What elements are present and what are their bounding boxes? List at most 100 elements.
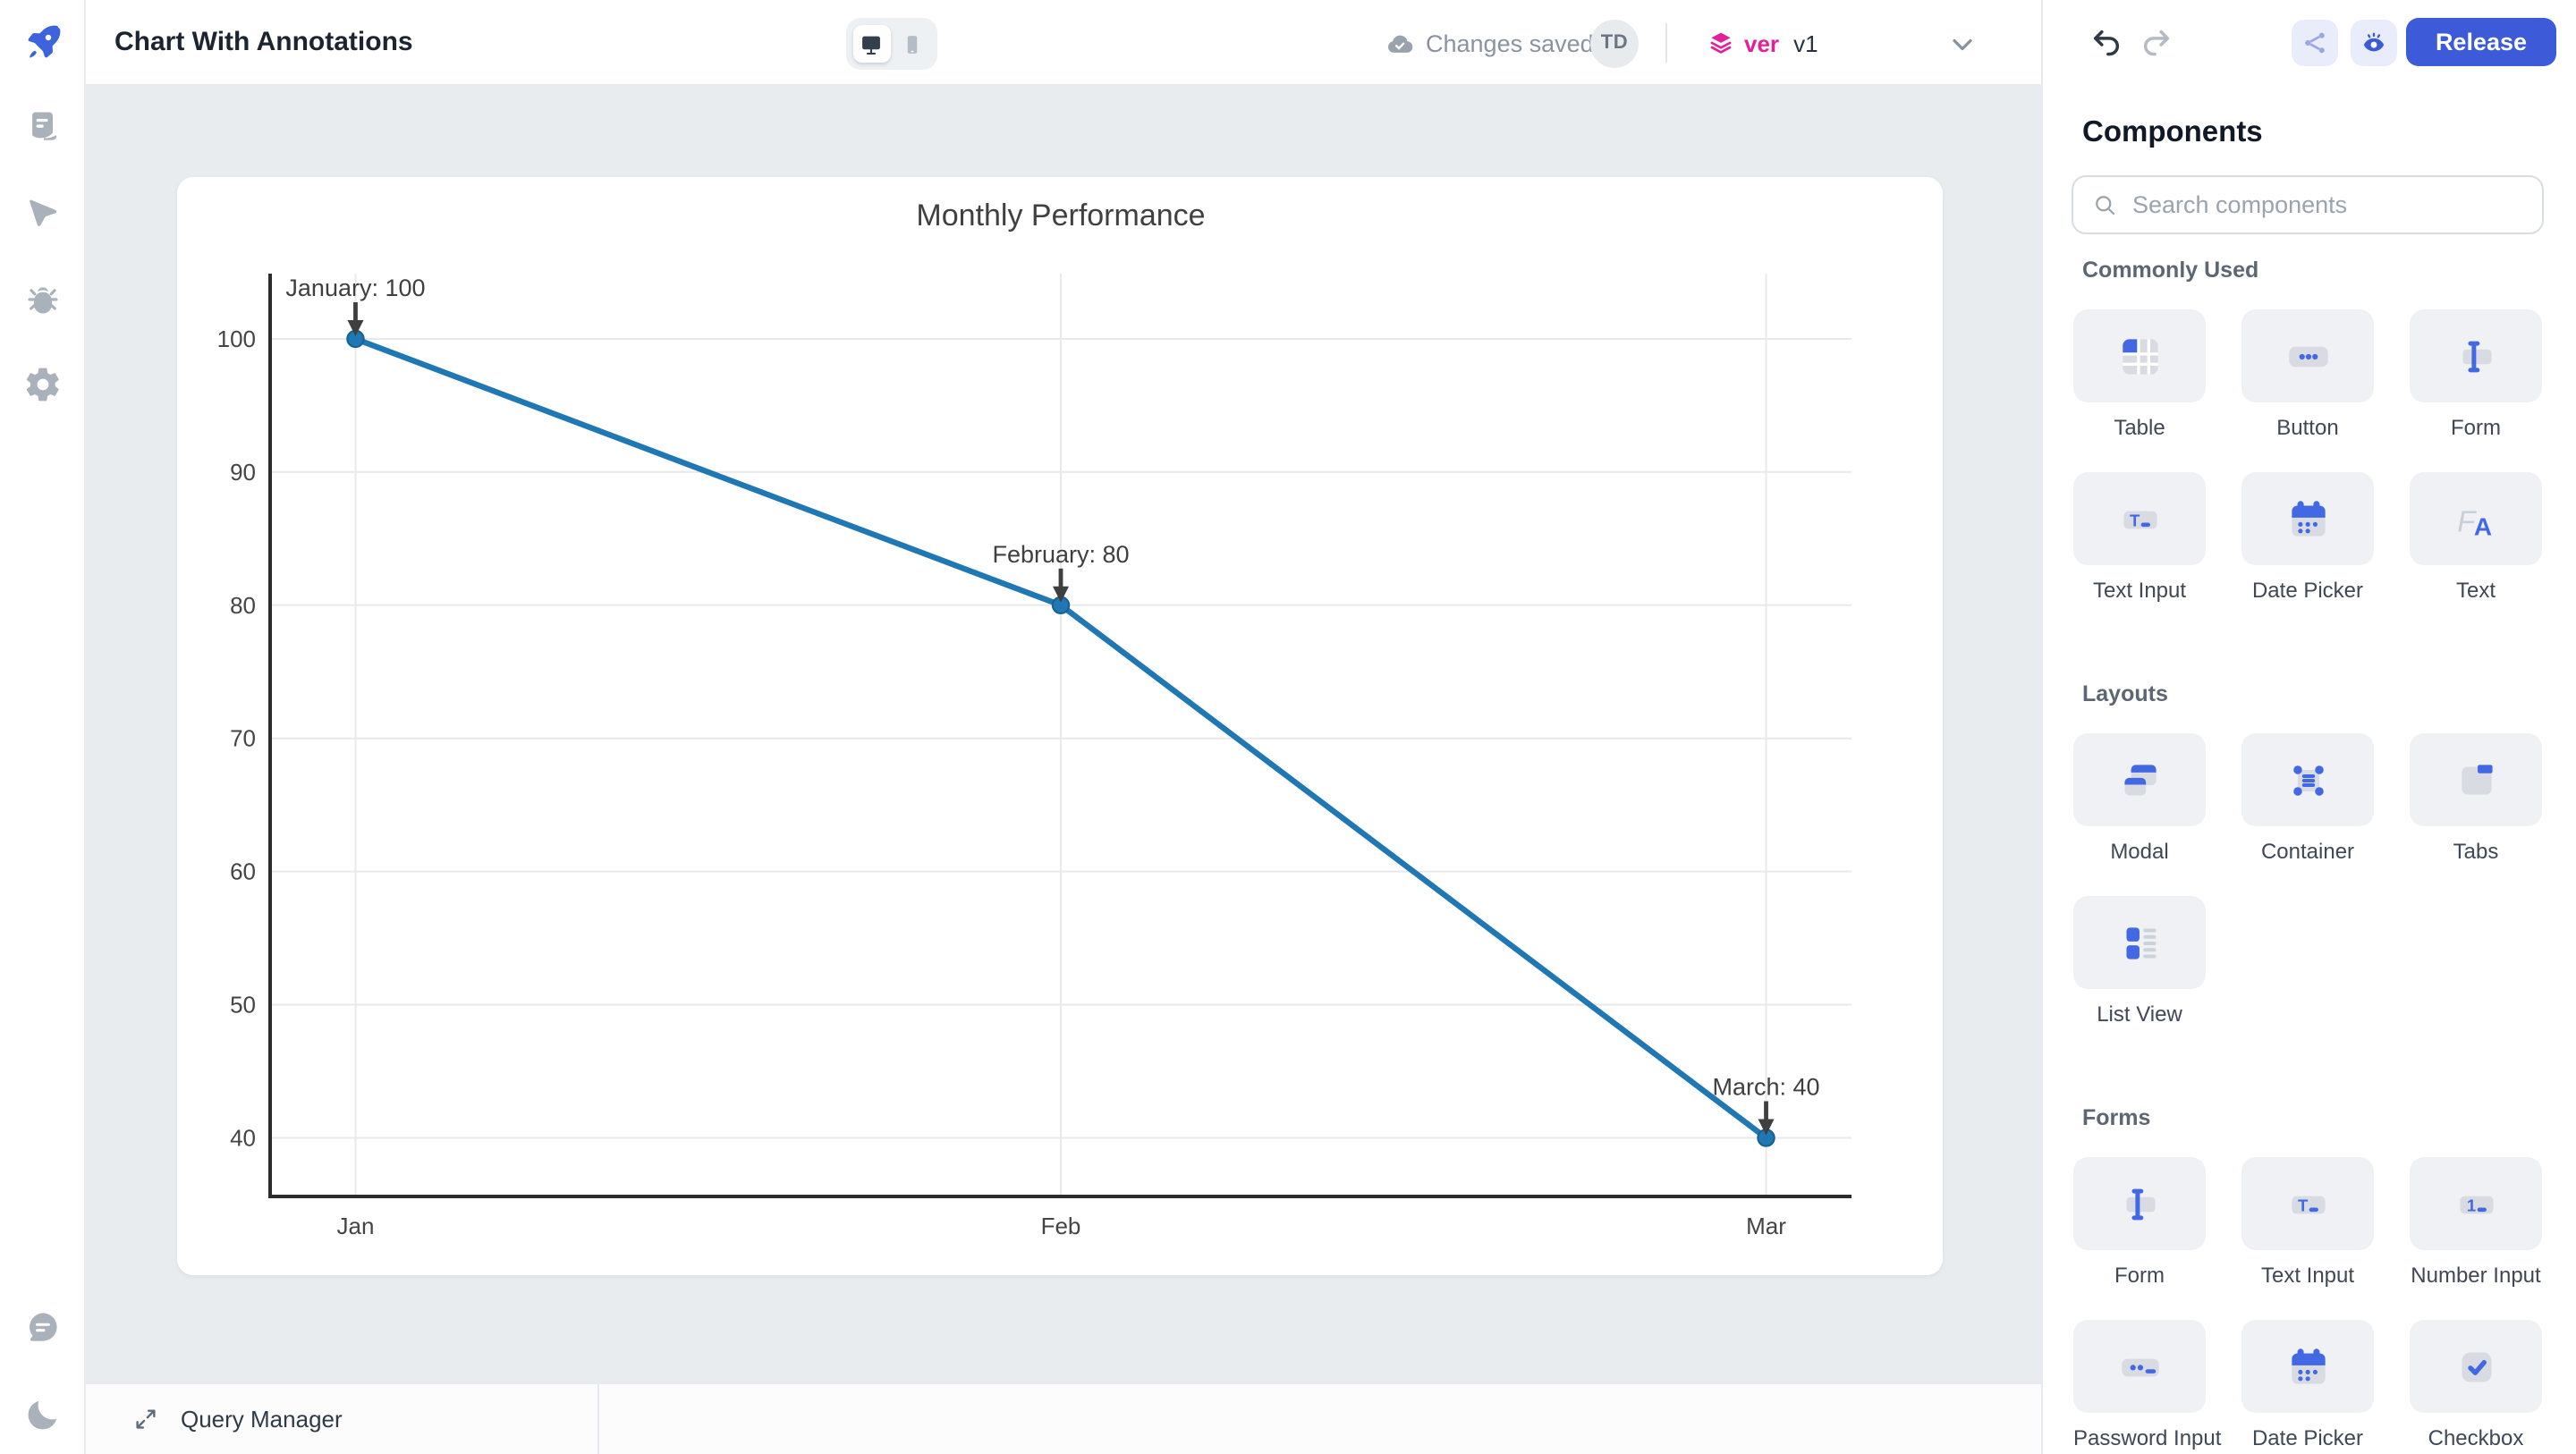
component-label: Modal [2110,839,2169,864]
components-section-title-forms: Forms [2082,1105,2151,1130]
bottom-bar: Query Manager [86,1382,2041,1454]
component-card-form[interactable]: Form [2410,309,2542,440]
undo-button[interactable] [2089,25,2125,61]
phone-icon [907,35,917,53]
release-button[interactable]: Release [2406,18,2556,66]
svg-text:T: T [2297,1195,2308,1213]
container-icon [2241,733,2374,826]
app-logo[interactable] [21,21,64,64]
component-card-date-picker[interactable]: Date Picker [2241,472,2374,603]
desktop-view-button[interactable] [853,25,890,63]
cloud-check-icon [1388,34,1413,52]
components-section-title-commonly-used: Commonly Used [2082,258,2259,283]
svg-text:January: 100: January: 100 [285,275,425,301]
component-card-table[interactable]: Table [2073,309,2206,440]
component-card-text[interactable]: F A Text [2410,472,2542,603]
text-input-icon: T [2073,472,2206,565]
component-card-button[interactable]: Button [2241,309,2374,440]
component-label: Form [2114,1263,2165,1288]
query-manager-toggle[interactable]: Query Manager [86,1384,599,1454]
avatar[interactable]: TD [1590,19,1639,67]
svg-text:Jan: Jan [337,1213,375,1239]
list-view-icon [2073,896,2206,989]
share-icon [2305,32,2325,54]
component-search-input[interactable] [2129,190,2504,220]
redo-button[interactable] [2138,25,2174,61]
component-label: Text [2455,578,2496,603]
pages-icon[interactable] [23,107,63,147]
components-panel: Release Components Commonly Used Table But… [2041,0,2576,1454]
component-card-text-input[interactable]: T Text Input [2073,472,2206,603]
undo-icon [2093,30,2120,56]
components-panel-title: Components [2082,116,2263,148]
line-chart: 40 50 60 70 80 90 100 Jan Feb Mar January: 100 Febr… [217,199,1852,1239]
component-label: Date Picker [2251,1425,2364,1450]
number-input-icon: 1 [2410,1157,2542,1250]
checkbox-icon [2410,1320,2542,1413]
component-card-list-view[interactable]: List View [2073,896,2206,1027]
table-icon [2073,309,2206,402]
svg-text:T: T [2129,510,2140,528]
component-card-date-picker[interactable]: Date Picker [2241,1320,2374,1450]
svg-text:50: 50 [230,992,256,1019]
date-picker-icon [2241,1320,2374,1413]
chevron-down-icon[interactable] [1946,29,1979,61]
sidebar-bottom-icons [0,1307,86,1434]
component-label: Checkbox [2428,1425,2524,1450]
app-canvas[interactable]: 40 50 60 70 80 90 100 Jan Feb Mar January: 100 Febr… [86,86,2041,1382]
expand-icon [136,1409,156,1429]
sidebar-top-icons [0,107,86,404]
version-selector[interactable]: ver v1 [1707,0,1818,86]
mobile-view-button[interactable] [894,25,930,63]
rocket-icon [27,25,60,58]
component-card-number-input[interactable]: 1 Number Input [2410,1157,2542,1288]
svg-text:A: A [2473,512,2491,540]
component-card-form[interactable]: Form [2073,1157,2206,1288]
component-label: Button [2276,415,2339,440]
component-search[interactable] [2072,175,2544,234]
app-title: Chart With Annotations [114,27,413,57]
save-status: Changes saved [1385,0,1594,86]
svg-text:Feb: Feb [1041,1213,1081,1239]
svg-text:80: 80 [230,592,256,619]
svg-text:60: 60 [230,858,256,885]
component-card-checkbox[interactable]: Checkbox [2410,1320,2542,1450]
inspector-icon[interactable] [23,193,63,232]
component-card-tabs[interactable]: Tabs [2410,733,2542,864]
chart-widget[interactable]: 40 50 60 70 80 90 100 Jan Feb Mar January: 100 Febr… [177,177,1943,1275]
device-toggle [846,18,937,70]
svg-text:Mar: Mar [1746,1213,1786,1239]
layers-icon [1710,32,1732,54]
component-label: Text Input [2260,1263,2355,1288]
share-button[interactable] [2292,20,2338,66]
comments-icon[interactable] [23,1307,63,1347]
component-label: Password Input [2073,1425,2222,1450]
button-icon [2241,309,2374,402]
debugger-icon[interactable] [23,279,63,318]
components-grid-layouts: Modal Container Tabs List View [2073,733,2576,1027]
component-card-modal[interactable]: Modal [2073,733,2206,864]
component-card-text-input[interactable]: T Text Input [2241,1157,2374,1288]
component-label: Table [2114,415,2165,440]
preview-button[interactable] [2351,20,2397,66]
component-label: Form [2451,415,2501,440]
modal-icon [2073,733,2206,826]
svg-text:90: 90 [230,459,256,486]
svg-text:100: 100 [217,325,256,352]
component-card-password-input[interactable]: Password Input [2073,1320,2222,1450]
dark-mode-icon[interactable] [23,1395,63,1434]
query-manager-label: Query Manager [181,1406,343,1433]
component-card-container[interactable]: Container [2241,733,2374,864]
settings-icon[interactable] [23,365,63,404]
version-value: v1 [1793,30,1818,56]
form-icon [2073,1157,2206,1250]
monitor-icon [862,35,881,54]
components-section-title-layouts: Layouts [2082,681,2168,706]
component-label: Text Input [2092,578,2187,603]
search-icon [2096,196,2115,216]
panel-header: Release [2043,0,2576,86]
top-header: Chart With Annotations Changes saved TD … [86,0,2041,86]
component-sections: Commonly Used Table Button Form T Text Input D… [2043,258,2576,1450]
